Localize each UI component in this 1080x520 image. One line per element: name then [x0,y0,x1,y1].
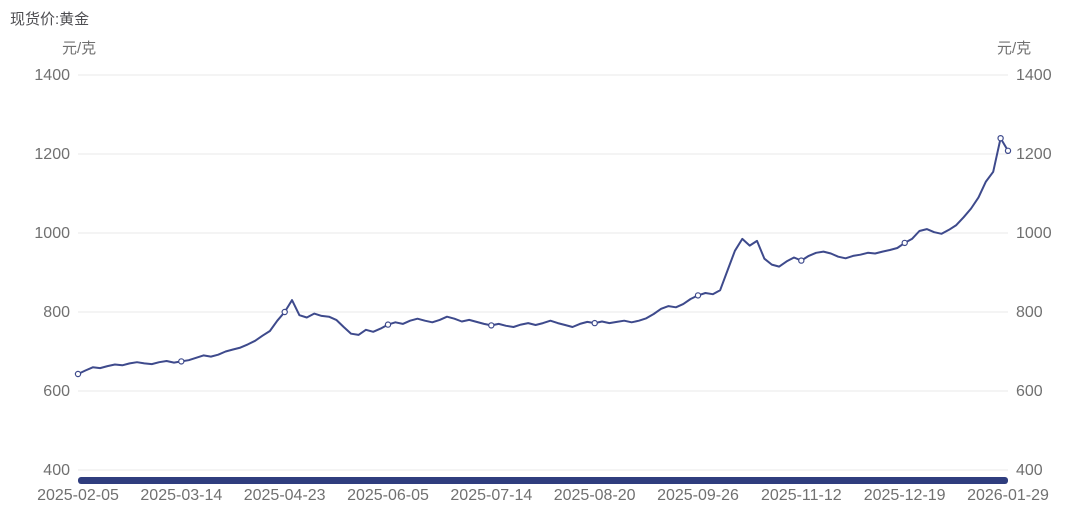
y-axis-unit-right: 元/克 [997,40,1032,57]
y-axis-tick-label-right: 1000 [1016,225,1052,242]
data-point-marker [997,134,1004,142]
y-axis-tick-label-left: 800 [43,304,70,321]
y-axis-tick-label-left: 400 [43,462,70,479]
data-point-marker [591,319,598,327]
x-axis-tick-label: 2025-06-05 [347,487,429,504]
x-axis-tick-label: 2025-11-12 [761,487,842,504]
x-axis-tick-label: 2026-01-29 [967,487,1049,504]
datazoom-slider[interactable] [78,477,1008,484]
x-axis-tick-label: 2025-02-05 [37,487,119,504]
series-line [77,137,1009,375]
y-axis-tick-label-right: 600 [1016,383,1043,400]
y-axis-tick-label-left: 600 [43,383,70,400]
data-point-marker [384,321,392,328]
x-axis-tick-label: 2025-09-26 [657,487,739,504]
y-axis-tick-label-right: 1400 [1016,67,1052,84]
chart-title: 现货价:黄金 [10,11,90,28]
data-point-marker [74,370,82,378]
y-axis-tick-label-right: 400 [1016,462,1043,479]
y-axis-tick-label-left: 1400 [34,67,70,84]
data-point-marker [1004,147,1012,154]
y-axis-tick-label-left: 1200 [34,146,70,163]
y-axis-tick-label-left: 1000 [34,225,70,242]
data-point-marker [901,239,908,247]
x-axis-tick-label: 2025-12-19 [864,487,946,504]
data-point-marker [281,308,288,316]
x-axis-tick-label: 2025-04-23 [244,487,326,504]
y-axis-tick-label-right: 800 [1016,304,1043,321]
data-point-marker [798,257,805,264]
x-axis-tick-label: 2025-08-20 [554,487,636,504]
data-point-marker [488,322,495,329]
y-axis-tick-label-right: 1200 [1016,146,1052,163]
data-point-marker [694,292,702,299]
x-axis-tick-label: 2025-07-14 [450,487,532,504]
x-axis-tick-label: 2025-03-14 [140,487,222,504]
data-point-marker [178,358,185,365]
y-axis-unit-left: 元/克 [62,40,97,57]
